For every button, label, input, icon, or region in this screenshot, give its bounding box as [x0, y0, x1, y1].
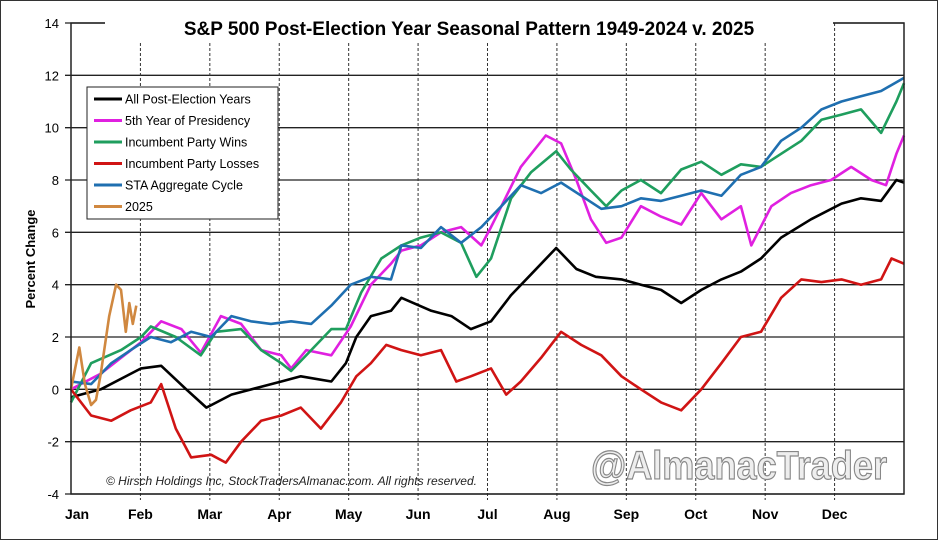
x-tick-label: Oct	[684, 506, 708, 522]
x-tick-label: Aug	[543, 506, 570, 522]
series-line-sta-aggregate-cycle	[70, 76, 905, 386]
series-line-incumbent-party-losses	[69, 257, 905, 464]
x-tick-label: Jun	[406, 506, 431, 522]
legend: All Post-Election Years 5th Year of Presi…	[86, 86, 279, 220]
series-line-incumbent-party-wins	[69, 82, 906, 403]
legend-label: Incumbent Party Wins	[125, 136, 247, 150]
x-tick-label: Nov	[752, 506, 779, 522]
y-tick-label: 2	[52, 330, 59, 345]
legend-box	[86, 86, 279, 220]
watermark: @AlmanacTrader	[591, 444, 887, 488]
grid	[65, 22, 904, 500]
series-lines	[69, 76, 906, 464]
x-tick-label: Sep	[613, 506, 639, 522]
legend-label: 5th Year of Presidency	[125, 114, 251, 128]
y-axis-label: Percent Change	[23, 210, 38, 309]
x-tick-label: Apr	[267, 506, 292, 522]
x-tick-label: Jan	[65, 506, 89, 522]
copyright-note: © Hirsch Holdings Inc, StockTradersAlman…	[106, 474, 477, 488]
y-tick-label: -2	[47, 435, 59, 450]
y-tick-label: 0	[52, 382, 59, 397]
legend-item: All Post-Election Years	[94, 93, 251, 107]
y-tick-label: 6	[52, 225, 59, 240]
title-background	[105, 11, 833, 41]
x-tick-label: Mar	[197, 506, 222, 522]
y-tick-label: 10	[45, 121, 59, 136]
legend-item: 5th Year of Presidency	[94, 114, 251, 128]
legend-item: 2025	[94, 200, 153, 214]
x-tick-label: Feb	[128, 506, 153, 522]
legend-label: Incumbent Party Losses	[125, 157, 259, 171]
legend-item: Incumbent Party Wins	[94, 136, 247, 150]
series-line-5th-year-of-presidency	[70, 134, 906, 391]
legend-label: STA Aggregate Cycle	[125, 179, 243, 193]
y-tick-label: 8	[52, 173, 59, 188]
legend-label: 2025	[125, 200, 153, 214]
y-tick-label: -4	[47, 487, 59, 502]
x-tick-label: Jul	[477, 506, 497, 522]
legend-label: All Post-Election Years	[125, 93, 251, 107]
y-tick-label: 14	[45, 16, 59, 31]
series-line-2025	[69, 283, 138, 407]
y-tick-label: 4	[52, 278, 59, 293]
y-tick-label: 12	[45, 68, 59, 83]
x-tick-labels: Jan Feb Mar Apr May Jun Jul Aug Sep Oct Nov Dec	[65, 506, 848, 522]
x-tick-label: Dec	[822, 506, 848, 522]
legend-item: Incumbent Party Losses	[94, 157, 259, 171]
series-line-all-post-election-years	[70, 178, 905, 409]
x-tick-label: May	[335, 506, 362, 522]
y-tick-labels: -4 -2 0 2 4 6 8 10 12 14	[45, 16, 59, 502]
chart-title: S&P 500 Post-Election Year Seasonal Patt…	[184, 19, 755, 40]
legend-item: STA Aggregate Cycle	[94, 179, 243, 193]
